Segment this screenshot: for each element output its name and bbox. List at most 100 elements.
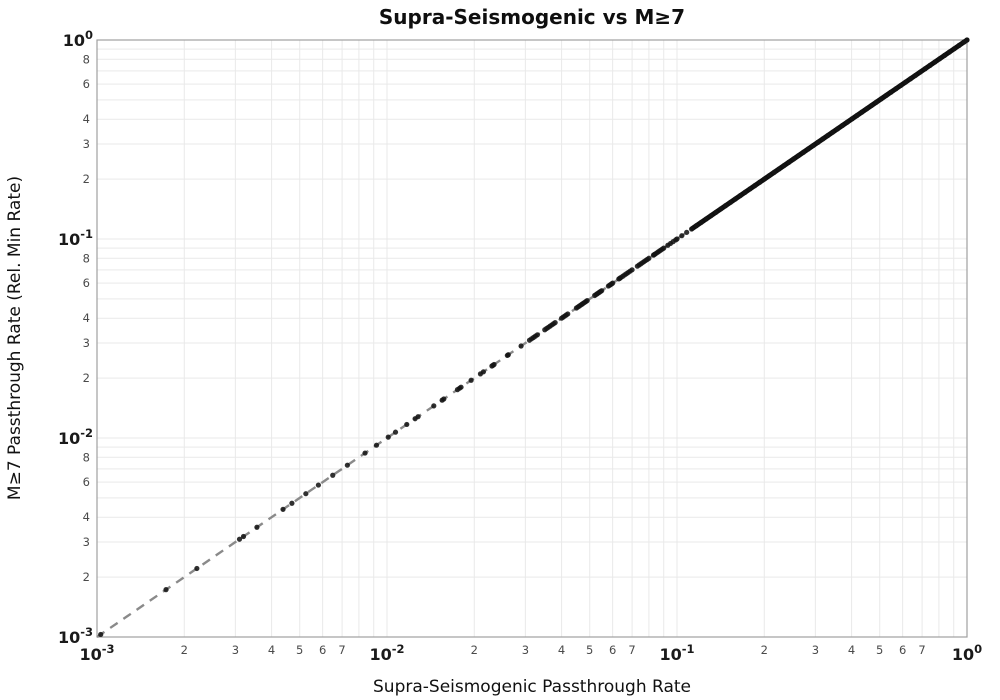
y-minor-tick-label: 8 — [83, 251, 90, 265]
x-minor-tick-label: 5 — [296, 643, 303, 657]
data-point — [698, 219, 704, 225]
data-point — [718, 206, 724, 212]
data-point — [761, 176, 768, 182]
scatter-points — [98, 37, 970, 638]
major-tick-label: 10-1 — [58, 227, 93, 249]
data-point — [839, 122, 845, 129]
data-point — [458, 384, 464, 390]
data-point — [584, 298, 590, 304]
data-point — [737, 193, 743, 199]
data-point — [771, 169, 777, 175]
y-minor-tick-label: 2 — [83, 172, 90, 186]
data-point — [903, 79, 909, 85]
data-point — [800, 149, 807, 155]
data-point — [868, 102, 875, 109]
data-point — [289, 500, 295, 506]
chart-title: Supra-Seismogenic vs M≥7 — [379, 5, 685, 29]
y-minor-tick-label: 2 — [83, 570, 90, 584]
data-point — [849, 116, 855, 122]
grid-lines — [97, 40, 967, 637]
x-axis-title: Supra-Seismogenic Passthrough Rate — [373, 677, 691, 697]
data-point — [951, 46, 957, 52]
y-minor-tick-label: 4 — [83, 510, 90, 524]
y-minor-tick-label: 3 — [83, 137, 90, 151]
x-minor-tick-label: 3 — [232, 643, 239, 657]
data-point — [747, 186, 753, 192]
x-minor-tick-label: 2 — [471, 643, 478, 657]
data-point — [518, 343, 524, 349]
data-point — [362, 450, 368, 456]
major-tick-label: 10-3 — [58, 625, 93, 647]
data-point — [898, 82, 904, 89]
x-minor-tick-label: 6 — [609, 643, 616, 657]
data-point — [922, 66, 928, 72]
y-minor-tick-label: 4 — [83, 112, 90, 126]
data-point — [830, 129, 836, 135]
data-point — [941, 52, 948, 58]
y-minor-tick-label: 8 — [83, 450, 90, 464]
data-point — [723, 203, 729, 209]
data-point — [254, 524, 260, 530]
data-point — [713, 209, 719, 215]
x-minor-tick-label: 4 — [268, 643, 275, 657]
data-point — [693, 223, 700, 229]
data-point — [791, 156, 797, 162]
data-point — [315, 482, 321, 488]
data-point — [240, 533, 247, 540]
data-point — [646, 255, 652, 261]
data-point — [441, 396, 447, 402]
x-minor-tick-label: 7 — [918, 643, 925, 657]
x-minor-tick-label: 4 — [848, 643, 855, 657]
data-point — [431, 403, 437, 409]
data-point — [703, 216, 709, 222]
data-point — [98, 631, 104, 638]
data-point — [280, 506, 286, 512]
y-minor-tick-label: 4 — [83, 311, 90, 325]
data-point — [864, 106, 870, 112]
y-minor-tick-label: 2 — [83, 371, 90, 385]
data-point — [927, 62, 933, 68]
x-minor-tick-label: 7 — [628, 643, 635, 657]
y-minor-tick-label: 3 — [83, 535, 90, 549]
data-point — [727, 199, 734, 205]
data-point — [505, 352, 511, 358]
major-tick-label: 100 — [952, 642, 982, 664]
data-point — [912, 72, 918, 79]
y-minor-tick-label: 6 — [83, 475, 90, 489]
x-minor-tick-label: 6 — [899, 643, 906, 657]
data-point — [732, 196, 738, 202]
x-minor-tick-label: 6 — [319, 643, 326, 657]
data-point — [946, 49, 953, 55]
major-tick-label: 10-2 — [58, 426, 93, 448]
data-point — [888, 89, 894, 95]
data-point — [825, 132, 831, 139]
major-tick-label: 10-3 — [79, 642, 114, 664]
data-point — [679, 233, 685, 239]
data-point — [815, 139, 821, 145]
data-point — [786, 159, 792, 165]
data-point — [629, 267, 635, 273]
data-point — [956, 42, 962, 48]
data-point — [766, 172, 773, 179]
data-point — [776, 166, 782, 172]
data-point — [194, 565, 200, 572]
data-point — [795, 152, 802, 159]
plot-border — [96, 39, 968, 638]
data-point — [854, 112, 860, 119]
data-point — [689, 226, 695, 232]
data-point — [599, 288, 605, 294]
data-point — [878, 96, 884, 102]
data-point — [392, 429, 399, 435]
data-point — [708, 213, 714, 219]
data-point — [303, 491, 309, 497]
x-minor-tick-label: 4 — [558, 643, 565, 657]
data-point — [661, 245, 667, 251]
y-minor-tick-label: 8 — [83, 52, 90, 66]
x-minor-tick-label: 3 — [522, 643, 529, 657]
data-point — [534, 332, 540, 338]
data-point — [805, 146, 811, 152]
data-point — [742, 189, 748, 195]
